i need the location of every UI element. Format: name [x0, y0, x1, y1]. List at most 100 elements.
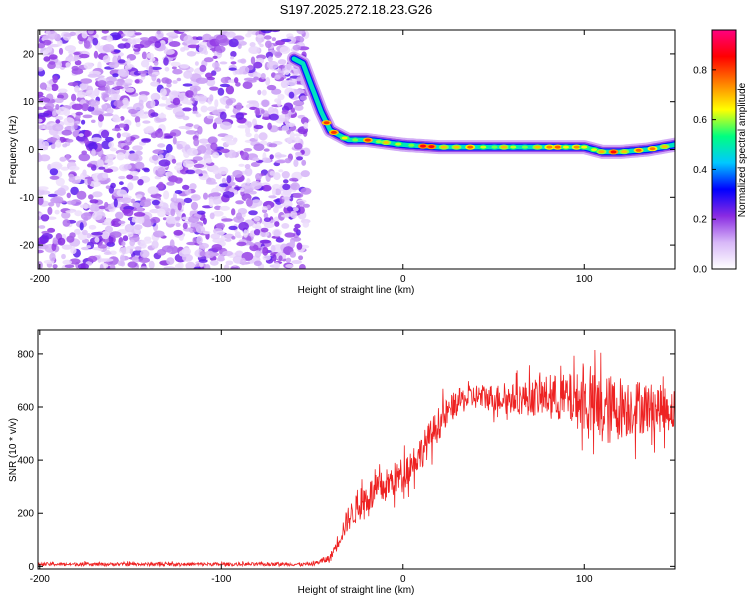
noise-speckle — [55, 104, 60, 110]
noise-speckle — [272, 254, 277, 262]
noise-speckle — [250, 199, 263, 207]
noise-speckle — [225, 31, 236, 38]
noise-speckle — [179, 64, 189, 69]
noise-speckle — [48, 202, 55, 207]
noise-speckle — [56, 187, 66, 196]
noise-speckle — [52, 237, 58, 245]
noise-speckle — [47, 206, 53, 215]
noise-speckle — [230, 61, 237, 65]
noise-speckle — [80, 212, 92, 221]
noise-speckle — [207, 136, 218, 145]
noise-speckle — [150, 216, 161, 224]
noise-speckle — [38, 261, 43, 269]
noise-speckle — [261, 89, 267, 96]
noise-speckle — [54, 97, 64, 104]
noise-speckle — [212, 169, 219, 175]
noise-speckle — [92, 191, 103, 198]
noise-speckle — [192, 156, 203, 162]
noise-speckle — [62, 143, 68, 148]
noise-speckle — [134, 161, 145, 170]
spectrogram-x-tick-label: 100 — [576, 274, 593, 285]
noise-speckle — [82, 114, 93, 119]
noise-speckle — [163, 190, 170, 200]
noise-speckle — [92, 37, 99, 46]
noise-speckle — [128, 108, 138, 114]
noise-speckle — [87, 106, 95, 112]
noise-speckle — [76, 190, 87, 200]
noise-speckle — [222, 250, 234, 257]
noise-speckle — [294, 136, 301, 144]
noise-speckle — [214, 205, 222, 210]
noise-speckle — [140, 239, 153, 244]
noise-speckle — [278, 65, 285, 69]
ridge-peak — [610, 150, 617, 154]
noise-speckle — [55, 119, 61, 124]
ridge-peak — [364, 138, 371, 142]
noise-speckle — [269, 154, 274, 160]
noise-speckle — [133, 51, 140, 55]
noise-speckle — [182, 254, 193, 262]
snr-x-ticks: -200 -100 0 100 — [30, 330, 593, 585]
noise-speckle — [84, 130, 91, 138]
noise-speckle — [293, 142, 303, 150]
noise-speckle — [187, 44, 200, 49]
noise-speckle — [98, 166, 106, 170]
noise-speckle — [177, 202, 182, 211]
noise-speckle — [64, 45, 77, 52]
noise-speckle — [153, 60, 159, 66]
noise-speckle — [121, 241, 126, 247]
noise-speckle — [203, 230, 211, 235]
ridge-peak — [621, 150, 628, 154]
noise-speckle — [157, 208, 166, 218]
noise-speckle — [213, 200, 220, 205]
noise-speckle — [101, 258, 114, 262]
noise-speckle — [165, 135, 174, 139]
noise-speckle — [83, 40, 91, 49]
noise-speckle — [202, 217, 207, 225]
ridge-peak — [562, 145, 569, 149]
noise-speckle — [123, 42, 131, 49]
noise-speckle — [228, 38, 239, 48]
noise-speckle — [281, 223, 290, 229]
noise-speckle — [111, 128, 122, 132]
noise-speckle — [121, 38, 128, 42]
noise-speckle — [279, 46, 291, 54]
noise-speckle — [74, 60, 82, 66]
noise-speckle — [128, 153, 139, 162]
noise-speckle — [283, 69, 290, 75]
noise-speckle — [73, 56, 79, 62]
noise-speckle — [235, 200, 245, 205]
noise-speckle — [175, 222, 181, 227]
noise-speckle — [205, 143, 213, 151]
noise-speckle — [112, 73, 119, 78]
noise-speckle — [237, 43, 242, 49]
noise-speckle — [130, 198, 136, 204]
noise-speckle — [40, 214, 50, 222]
ridge-peak — [440, 145, 447, 149]
noise-speckle — [163, 266, 176, 269]
noise-speckle — [94, 236, 100, 243]
noise-speckle — [157, 154, 164, 160]
noise-speckle — [102, 44, 115, 53]
noise-speckle — [122, 235, 129, 242]
noise-speckle — [137, 70, 148, 74]
noise-speckle — [91, 211, 103, 221]
noise-speckle — [198, 138, 210, 144]
noise-speckle — [124, 78, 133, 84]
ridge-peak — [661, 145, 668, 149]
noise-speckle — [150, 112, 159, 117]
noise-speckle — [69, 232, 76, 239]
noise-speckle — [73, 51, 81, 56]
noise-speckle — [204, 264, 211, 269]
noise-speckle — [38, 197, 44, 206]
noise-speckle — [303, 122, 309, 129]
ridge-peak — [453, 145, 460, 149]
noise-speckle — [110, 182, 116, 189]
noise-speckle — [256, 221, 261, 230]
noise-speckle — [96, 159, 104, 166]
noise-speckle — [38, 249, 44, 254]
noise-speckle — [235, 112, 245, 120]
noise-speckle — [241, 182, 252, 190]
noise-speckle — [167, 104, 178, 108]
